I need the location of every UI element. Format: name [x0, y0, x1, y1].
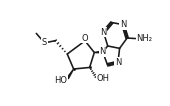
Text: S: S: [42, 38, 47, 47]
Text: NH₂: NH₂: [137, 34, 153, 43]
Text: N: N: [120, 20, 126, 29]
Polygon shape: [67, 69, 74, 79]
Text: N: N: [100, 28, 107, 37]
Text: N: N: [100, 47, 106, 56]
Text: O: O: [82, 34, 88, 43]
Text: OH: OH: [96, 74, 109, 83]
Polygon shape: [94, 51, 103, 53]
Text: N: N: [115, 58, 121, 67]
Text: HO: HO: [54, 76, 67, 85]
